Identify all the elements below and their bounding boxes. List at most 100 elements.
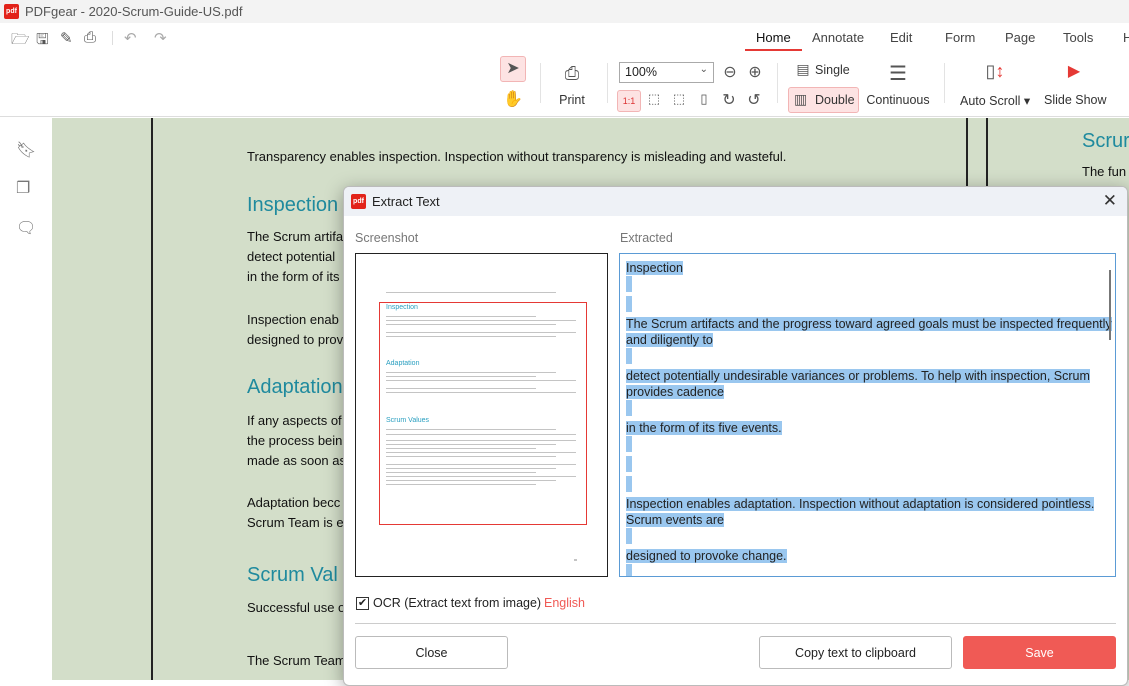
print-button[interactable]: Print — [559, 93, 585, 107]
ocr-label: OCR (Extract text from image) — [373, 596, 542, 610]
thumbnail-heading: Scrum Values — [386, 417, 430, 424]
extracted-line: in the form of its five events. — [626, 421, 782, 435]
extracted-line: Scrum events are — [626, 513, 724, 527]
doc-heading: Inspection — [247, 194, 339, 216]
doc-text: The fun — [1082, 164, 1127, 179]
redo-icon[interactable]: ↷ — [154, 30, 167, 47]
double-page-label: Double — [815, 93, 855, 107]
window-title: PDFgear - 2020-Scrum-Guide-US.pdf — [25, 4, 243, 19]
save-as-icon[interactable]: ✎ — [60, 30, 73, 47]
dialog-title-bar: pdf Extract Text ✕ — [344, 187, 1127, 216]
extract-text-dialog: pdf Extract Text ✕ Screenshot Extracted … — [343, 186, 1128, 686]
single-page-button[interactable]: Single — [815, 63, 850, 77]
close-icon[interactable]: ✕ — [1102, 191, 1117, 210]
zoom-select[interactable]: 100% ⌄ — [619, 62, 714, 83]
thumbnail-heading: Inspection — [386, 304, 418, 311]
tab-edit[interactable]: Edit — [890, 30, 913, 45]
doc-heading: Adaptation — [247, 376, 343, 398]
auto-scroll-icon: ▯↕ — [985, 61, 1005, 81]
undo-icon[interactable]: ↶ — [124, 30, 137, 47]
actual-size-icon[interactable]: 1:1 — [617, 90, 641, 112]
extracted-label: Extracted — [620, 231, 673, 245]
rotate-clockwise-icon[interactable]: ↻ — [722, 92, 736, 109]
app-logo: pdf — [4, 4, 19, 19]
doc-text: detect potential — [247, 249, 336, 264]
doc-heading: Scrur — [1082, 130, 1129, 152]
doc-text: If any aspects of — [247, 413, 342, 428]
doc-text: The Scrum Team — [247, 653, 346, 668]
fit-height-icon[interactable]: ▯ — [700, 91, 708, 106]
extracted-line: The Scrum artifacts and the progress tow… — [626, 317, 1112, 331]
capture-region — [379, 302, 587, 525]
slide-show-icon: ▶ — [1067, 63, 1081, 80]
doc-text: The Scrum artifa — [247, 229, 344, 244]
doc-text: designed to prov — [247, 332, 344, 347]
hand-tool-icon[interactable]: ✋ — [503, 91, 523, 108]
fit-page-icon[interactable]: ⬚ — [647, 91, 661, 106]
rotate-counterclockwise-icon[interactable]: ↺ — [747, 92, 761, 109]
doc-text: made as soon as — [247, 453, 347, 468]
copy-to-clipboard-button[interactable]: Copy text to clipboard — [759, 636, 952, 669]
thumbnails-icon[interactable]: ❐ — [16, 180, 31, 197]
extracted-line — [626, 476, 1109, 496]
doc-text: Successful use o — [247, 600, 346, 615]
continuous-button[interactable]: Continuous — [866, 93, 930, 107]
zoom-value: 100% — [625, 65, 657, 79]
comments-icon[interactable]: 🗨︎ — [16, 220, 37, 237]
tab-annotate[interactable]: Annotate — [812, 30, 865, 45]
open-icon[interactable]: 🗁 — [11, 31, 30, 48]
checkbox-checked-icon[interactable]: ✔ — [356, 596, 369, 610]
tab-home[interactable]: Home — [745, 30, 802, 51]
single-page-icon: ▤ — [796, 61, 810, 77]
auto-scroll-button[interactable]: Auto Scroll ▾ — [960, 94, 1031, 108]
select-tool-icon[interactable]: ➤ — [500, 56, 526, 82]
slide-show-button[interactable]: Slide Show — [1044, 93, 1107, 107]
tab-help[interactable]: H — [1123, 30, 1129, 45]
doc-heading: Scrum Val — [247, 564, 338, 586]
extracted-line: designed to provoke change. — [626, 549, 787, 563]
bookmark-icon[interactable]: 🔖︎ — [16, 142, 37, 159]
title-bar: pdf PDFgear - 2020-Scrum-Guide-US.pdf — [0, 0, 1129, 23]
ocr-language-link[interactable]: English — [544, 596, 585, 610]
fit-width-icon[interactable]: ⬚ — [672, 91, 686, 106]
doc-text: Inspection enab — [247, 312, 339, 327]
divider — [355, 623, 1116, 624]
extracted-line — [626, 436, 1109, 456]
extracted-line — [626, 348, 1109, 368]
screenshot-label: Screenshot — [355, 231, 419, 245]
left-sidebar: 🔖︎ ❐ 🗨︎ — [0, 118, 52, 680]
thumbnail-heading: Adaptation — [386, 360, 420, 367]
doc-text: Adaptation becc — [247, 495, 341, 510]
continuous-icon: ☰ — [889, 63, 907, 85]
doc-text: Transparency enables inspection. Inspect… — [247, 149, 787, 164]
scrollbar[interactable] — [1109, 270, 1111, 340]
extracted-line: Inspection enables adaptation. Inspectio… — [626, 497, 1095, 511]
doc-text: Scrum Team is e — [247, 515, 344, 530]
double-page-icon: ▥ — [794, 91, 808, 107]
double-page-button[interactable]: ▥ Double — [788, 87, 859, 113]
save-button[interactable]: Save — [963, 636, 1116, 669]
print-big-icon[interactable]: ⎙ — [564, 63, 580, 83]
app-logo: pdf — [351, 194, 366, 209]
dialog-title: Extract Text — [372, 194, 440, 209]
zoom-in-icon[interactable]: ⊕ — [748, 64, 762, 81]
doc-text: the process bein — [247, 433, 343, 448]
extracted-text-area[interactable]: Inspection The Scrum artifacts and the pr… — [619, 253, 1116, 577]
tab-page[interactable]: Page — [1005, 30, 1036, 45]
ocr-checkbox[interactable]: ✔ OCR (Extract text from image) — [356, 596, 541, 610]
tab-form[interactable]: Form — [945, 30, 976, 45]
screenshot-preview: Inspection Adaptation Scrum Values — [355, 253, 608, 577]
toolbar: 🗁 🖫 ✎ ⎙ ↶ ↷ Home Annotate Edit Form Page… — [0, 23, 1129, 117]
extracted-line — [626, 456, 1109, 476]
extracted-line — [626, 276, 1109, 296]
zoom-out-icon[interactable]: ⊖ — [723, 64, 737, 81]
save-icon[interactable]: 🖫 — [36, 31, 49, 48]
chevron-down-icon: ⌄ — [699, 64, 708, 75]
extracted-line: detect potentially undesirable variances… — [626, 369, 1090, 383]
print-icon[interactable]: ⎙ — [84, 29, 97, 46]
close-button[interactable]: Close — [355, 636, 508, 669]
extracted-line — [626, 528, 1109, 548]
extracted-line: provides cadence — [626, 385, 724, 399]
extracted-line: Inspection — [626, 261, 683, 275]
tab-tools[interactable]: Tools — [1063, 30, 1094, 45]
